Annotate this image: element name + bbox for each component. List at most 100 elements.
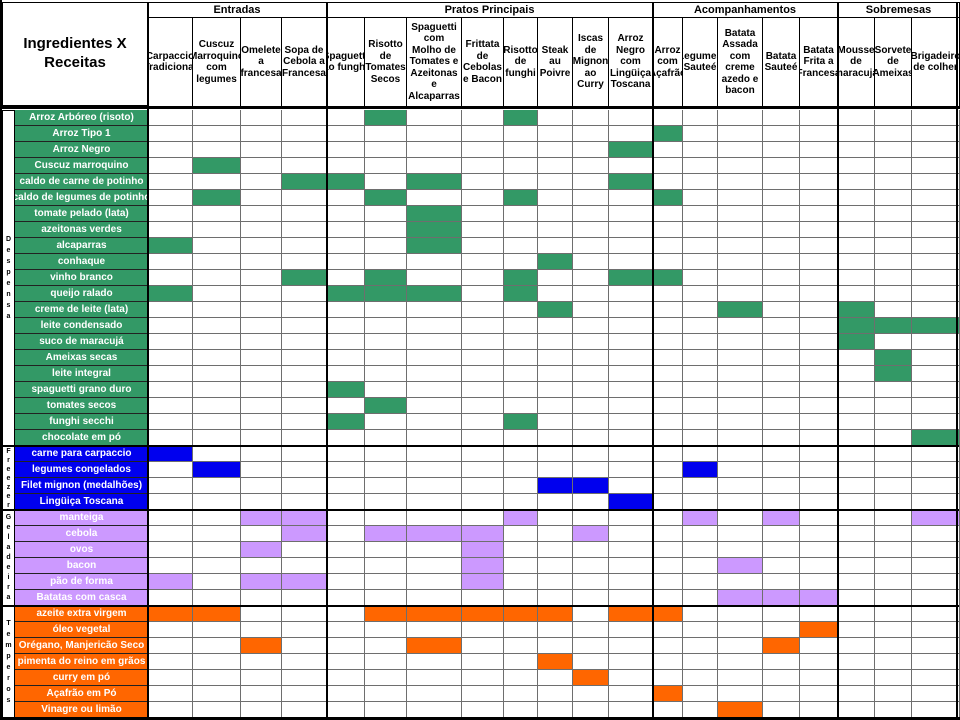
ingredient-row-label: Cuscuz marroquino bbox=[15, 158, 148, 174]
matrix-cell bbox=[573, 462, 609, 478]
matrix-cell bbox=[912, 254, 960, 270]
matrix-cell bbox=[718, 542, 763, 558]
matrix-cell bbox=[609, 350, 653, 366]
matrix-cell bbox=[327, 206, 365, 222]
matrix-cell bbox=[875, 206, 912, 222]
matrix-mark-cell bbox=[241, 510, 282, 526]
matrix-cell bbox=[838, 350, 875, 366]
matrix-cell bbox=[875, 414, 912, 430]
matrix-cell bbox=[148, 494, 193, 510]
matrix-cell bbox=[327, 526, 365, 542]
matrix-cell bbox=[800, 142, 838, 158]
matrix-cell bbox=[653, 206, 683, 222]
matrix-cell bbox=[462, 318, 504, 334]
matrix-cell bbox=[912, 126, 960, 142]
matrix-cell bbox=[653, 478, 683, 494]
matrix-cell bbox=[838, 606, 875, 622]
matrix-cell bbox=[193, 206, 241, 222]
matrix-cell bbox=[148, 302, 193, 318]
matrix-cell bbox=[365, 238, 407, 254]
matrix-cell bbox=[800, 334, 838, 350]
section-separator-line bbox=[0, 445, 959, 447]
matrix-cell bbox=[538, 510, 573, 526]
matrix-cell bbox=[148, 638, 193, 654]
matrix-mark-cell bbox=[653, 270, 683, 286]
section-label-letter: e bbox=[6, 631, 11, 638]
matrix-cell bbox=[800, 158, 838, 174]
matrix-cell bbox=[462, 110, 504, 126]
ingredient-row-label: Vinagre ou limão bbox=[15, 702, 148, 718]
matrix-cell bbox=[763, 158, 800, 174]
matrix-cell bbox=[683, 382, 718, 398]
matrix-cell bbox=[148, 590, 193, 606]
matrix-cell bbox=[800, 462, 838, 478]
matrix-cell bbox=[407, 158, 462, 174]
matrix-cell bbox=[653, 526, 683, 542]
matrix-cell bbox=[718, 398, 763, 414]
matrix-mark-cell bbox=[504, 286, 538, 302]
ingredient-row-label: leite condensado bbox=[15, 318, 148, 334]
matrix-cell bbox=[538, 158, 573, 174]
matrix-mark-cell bbox=[365, 190, 407, 206]
matrix-cell bbox=[838, 590, 875, 606]
ingredient-row-label: azeitonas verdes bbox=[15, 222, 148, 238]
matrix-cell bbox=[838, 622, 875, 638]
matrix-cell bbox=[327, 510, 365, 526]
matrix-mark-cell bbox=[462, 542, 504, 558]
ingredient-row-label: Orégano, Manjericão Seco bbox=[15, 638, 148, 654]
matrix-cell bbox=[912, 558, 960, 574]
matrix-cell bbox=[282, 206, 327, 222]
matrix-mark-cell bbox=[148, 606, 193, 622]
matrix-cell bbox=[653, 446, 683, 462]
matrix-cell bbox=[800, 478, 838, 494]
matrix-cell bbox=[875, 222, 912, 238]
recipe-column-header: Steak au Poivre bbox=[538, 18, 573, 106]
matrix-cell bbox=[407, 462, 462, 478]
recipe-column-header: Risotto de funghi bbox=[504, 18, 538, 106]
matrix-cell bbox=[912, 158, 960, 174]
matrix-cell bbox=[193, 638, 241, 654]
matrix-cell bbox=[875, 270, 912, 286]
matrix-cell bbox=[538, 446, 573, 462]
matrix-cell bbox=[875, 238, 912, 254]
matrix-cell bbox=[875, 446, 912, 462]
ingredient-row-label: funghi secchi bbox=[15, 414, 148, 430]
matrix-cell bbox=[148, 670, 193, 686]
matrix-cell bbox=[609, 414, 653, 430]
group-separator-line bbox=[956, 2, 958, 718]
ingredient-row-label: óleo vegetal bbox=[15, 622, 148, 638]
matrix-cell bbox=[504, 206, 538, 222]
matrix-mark-cell bbox=[462, 606, 504, 622]
matrix-cell bbox=[800, 670, 838, 686]
matrix-cell bbox=[193, 446, 241, 462]
matrix-cell bbox=[282, 302, 327, 318]
matrix-cell bbox=[838, 254, 875, 270]
matrix-cell bbox=[912, 462, 960, 478]
matrix-cell bbox=[800, 174, 838, 190]
matrix-cell bbox=[193, 366, 241, 382]
matrix-cell bbox=[462, 462, 504, 478]
matrix-cell bbox=[875, 622, 912, 638]
recipe-column-header: Sorvete de Ameixas bbox=[875, 18, 912, 106]
matrix-cell bbox=[800, 510, 838, 526]
section-label-letter: r bbox=[7, 456, 10, 464]
matrix-cell bbox=[365, 254, 407, 270]
matrix-cell bbox=[241, 686, 282, 702]
matrix-cell bbox=[148, 190, 193, 206]
matrix-cell bbox=[800, 606, 838, 622]
matrix-mark-cell bbox=[763, 638, 800, 654]
section-label-letter: i bbox=[7, 574, 10, 581]
matrix-cell bbox=[800, 222, 838, 238]
matrix-cell bbox=[407, 366, 462, 382]
matrix-cell bbox=[800, 702, 838, 718]
matrix-cell bbox=[148, 222, 193, 238]
matrix-cell bbox=[718, 638, 763, 654]
matrix-cell bbox=[912, 270, 960, 286]
matrix-cell bbox=[800, 542, 838, 558]
matrix-cell bbox=[193, 302, 241, 318]
matrix-cell bbox=[763, 478, 800, 494]
matrix-cell bbox=[193, 334, 241, 350]
matrix-mark-cell bbox=[407, 174, 462, 190]
matrix-cell bbox=[365, 302, 407, 318]
